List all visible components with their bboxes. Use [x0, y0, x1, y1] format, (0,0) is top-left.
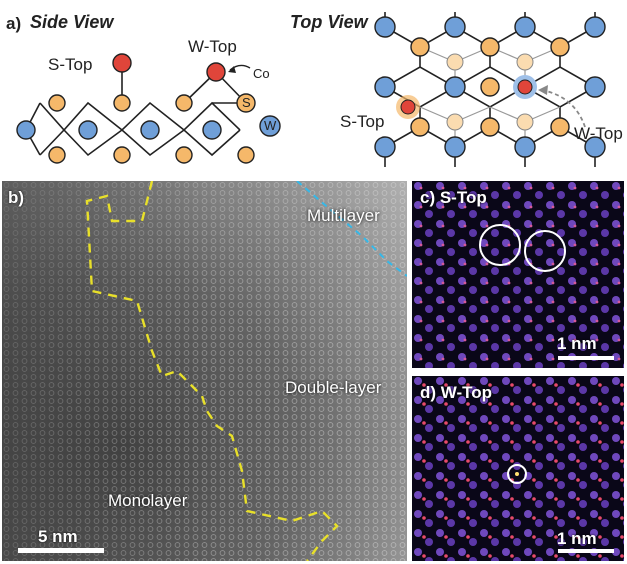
side-w-top-label: W-Top [188, 37, 237, 56]
s-top-overlay [412, 181, 624, 368]
s-atom-label: S [242, 95, 251, 110]
stem-overlay [2, 181, 407, 561]
multilayer-label: Multilayer [307, 206, 380, 225]
co-label: Co [253, 66, 270, 81]
top-s-top-label: S-Top [340, 112, 385, 131]
stem-image-w-top [412, 376, 624, 561]
stem-image-large [2, 181, 407, 561]
top-view-diagram [374, 12, 606, 167]
side-view-title: Side View [30, 12, 114, 32]
panel-d-label: d) W-Top [420, 383, 493, 402]
panel-a-letter: a) [6, 14, 22, 33]
panel-b-scale-label: 5 nm [38, 527, 78, 546]
side-view-diagram [16, 53, 281, 164]
double-layer-label: Double-layer [285, 378, 382, 397]
monolayer-label: Monolayer [108, 491, 188, 510]
side-s-top-label: S-Top [48, 55, 93, 74]
panel-c-label: c) S-Top [420, 188, 487, 207]
top-view-title: Top View [290, 12, 368, 32]
panel-d-scale-label: 1 nm [557, 529, 597, 548]
stem-image-s-top [412, 181, 624, 368]
w-atom-label: W [264, 118, 277, 133]
w-top-overlay [412, 376, 624, 561]
top-w-top-label: W-Top [574, 124, 623, 143]
panel-b-letter: b) [8, 188, 25, 207]
panel-c-scale-label: 1 nm [557, 334, 597, 353]
